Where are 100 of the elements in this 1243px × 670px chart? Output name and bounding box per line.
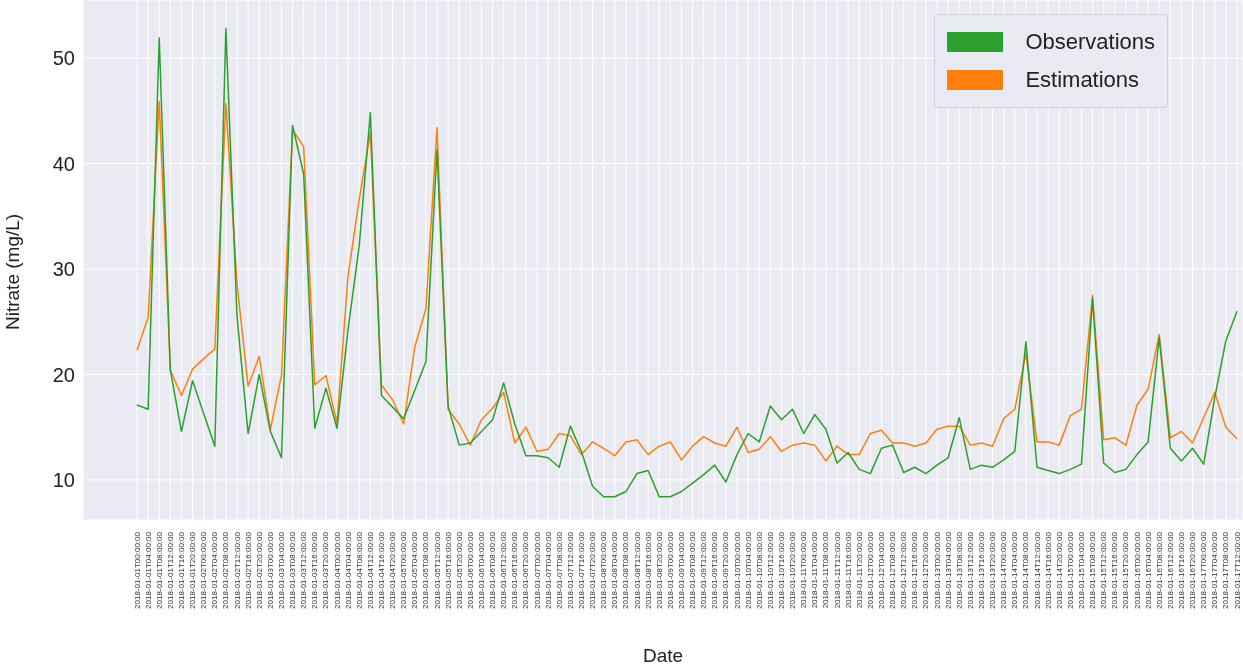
legend-label: Observations (1025, 29, 1155, 55)
x-tick-label: 2018-01-12T04:00:00 (876, 531, 886, 609)
x-tick-label: 2018-01-16T20:00:00 (1188, 531, 1198, 609)
x-tick-label: 2018-01-02T00:00:00 (199, 531, 209, 609)
x-tick-label: 2018-01-07T12:00:00 (565, 531, 575, 609)
x-tick-label: 2018-01-08T08:00:00 (621, 531, 631, 609)
x-tick-label: 2018-01-10T00:00:00 (732, 531, 742, 609)
x-axis-title: Date (642, 645, 684, 666)
x-tick-label: 2018-01-03T08:00:00 (288, 531, 298, 609)
x-tick-label: 2018-01-03T12:00:00 (299, 531, 309, 609)
x-tick-label: 2018-01-02T04:00:00 (210, 531, 220, 609)
y-tick-label: 10 (52, 469, 75, 492)
x-tick-label: 2018-01-16T00:00:00 (1132, 531, 1142, 609)
x-tick-label: 2018-01-09T16:00:00 (710, 531, 720, 609)
y-tick-label: 40 (52, 152, 75, 175)
x-tick-label: 2018-01-11T00:00:00 (799, 531, 809, 609)
x-tick-label: 2018-01-05T20:00:00 (454, 531, 464, 609)
x-tick-label: 2018-01-11T08:00:00 (821, 531, 831, 609)
x-tick-label: 2018-01-10T12:00:00 (765, 531, 775, 609)
x-tick-label: 2018-01-16T12:00:00 (1165, 531, 1175, 609)
x-tick-label: 2018-01-09T04:00:00 (676, 531, 686, 609)
x-tick-label: 2018-01-01T00:00:00 (132, 531, 142, 609)
x-tick-label: 2018-01-13T12:00:00 (965, 531, 975, 609)
x-tick-label: 2018-01-17T04:00:00 (1210, 531, 1220, 609)
x-tick-label: 2018-01-04T04:00:00 (343, 531, 353, 609)
x-tick-label: 2018-01-05T12:00:00 (432, 531, 442, 609)
x-tick-label: 2018-01-16T08:00:00 (1154, 531, 1164, 609)
x-tick-label: 2018-01-17T12:00:00 (1232, 531, 1242, 609)
x-tick-label: 2018-01-17T00:00:00 (1199, 531, 1209, 609)
x-tick-label: 2018-01-07T04:00:00 (543, 531, 553, 609)
x-tick-label: 2018-01-12T12:00:00 (899, 531, 909, 609)
x-tick-label: 2018-01-12T20:00:00 (921, 531, 931, 609)
x-tick-label: 2018-01-02T12:00:00 (232, 531, 242, 609)
x-tick-label: 2018-01-14T00:00:00 (999, 531, 1009, 609)
x-tick-label: 2018-01-05T16:00:00 (443, 531, 453, 609)
x-tick-label: 2018-01-06T00:00:00 (465, 531, 475, 609)
x-tick-label: 2018-01-08T20:00:00 (654, 531, 664, 609)
x-tick-label: 2018-01-04T08:00:00 (354, 531, 364, 609)
x-tick-label: 2018-01-12T00:00:00 (865, 531, 875, 609)
x-tick-label: 2018-01-10T08:00:00 (754, 531, 764, 609)
x-tick-label: 2018-01-03T16:00:00 (310, 531, 320, 609)
x-tick-label: 2018-01-11T04:00:00 (810, 531, 820, 609)
x-tick-label: 2018-01-01T08:00:00 (154, 531, 164, 609)
x-tick-label: 2018-01-15T04:00:00 (1076, 531, 1086, 609)
x-tick-label: 2018-01-06T04:00:00 (476, 531, 486, 609)
y-tick-label: 50 (52, 47, 75, 70)
x-tick-label: 2018-01-15T00:00:00 (1065, 531, 1075, 609)
x-tick-label: 2018-01-10T20:00:00 (788, 531, 798, 609)
x-tick-label: 2018-01-16T16:00:00 (1176, 531, 1186, 609)
x-tick-label: 2018-01-09T00:00:00 (665, 531, 675, 609)
x-tick-label: 2018-01-07T08:00:00 (554, 531, 564, 609)
x-tick-label: 2018-01-02T16:00:00 (243, 531, 253, 609)
y-tick-label: 20 (52, 363, 75, 386)
x-tick-label: 2018-01-13T20:00:00 (988, 531, 998, 609)
x-tick-label: 2018-01-06T12:00:00 (499, 531, 509, 609)
x-tick-label: 2018-01-01T16:00:00 (176, 531, 186, 609)
y-axis-title: Nitrate (mg/L) (1, 213, 23, 330)
x-tick-label: 2018-01-07T00:00:00 (532, 531, 542, 609)
x-tick-label: 2018-01-14T04:00:00 (1010, 531, 1020, 609)
x-tick-label: 2018-01-13T00:00:00 (932, 531, 942, 609)
x-tick-label: 2018-01-05T08:00:00 (421, 531, 431, 609)
x-tick-label: 2018-01-01T12:00:00 (165, 531, 175, 609)
x-tick-label: 2018-01-08T16:00:00 (643, 531, 653, 609)
x-tick-label: 2018-01-14T20:00:00 (1054, 531, 1064, 609)
x-tick-label: 2018-01-16T04:00:00 (1143, 531, 1153, 609)
x-tick-label: 2018-01-03T00:00:00 (265, 531, 275, 609)
x-tick-label: 2018-01-03T04:00:00 (276, 531, 286, 609)
x-tick-label: 2018-01-15T20:00:00 (1121, 531, 1131, 609)
x-tick-label: 2018-01-06T08:00:00 (488, 531, 498, 609)
x-tick-label: 2018-01-01T04:00:00 (143, 531, 153, 609)
x-tick-label: 2018-01-14T08:00:00 (1021, 531, 1031, 609)
x-tick-label: 2018-01-05T00:00:00 (399, 531, 409, 609)
x-tick-label: 2018-01-12T08:00:00 (888, 531, 898, 609)
x-tick-label: 2018-01-03T20:00:00 (321, 531, 331, 609)
x-tick-label: 2018-01-01T20:00:00 (188, 531, 198, 609)
x-tick-label: 2018-01-12T16:00:00 (910, 531, 920, 609)
x-tick-label: 2018-01-13T08:00:00 (954, 531, 964, 609)
x-tick-label: 2018-01-04T20:00:00 (388, 531, 398, 609)
x-tick-label: 2018-01-10T16:00:00 (776, 531, 786, 609)
x-tick-label: 2018-01-08T00:00:00 (599, 531, 609, 609)
x-tick-label: 2018-01-04T00:00:00 (332, 531, 342, 609)
x-tick-label: 2018-01-09T08:00:00 (688, 531, 698, 609)
x-tick-label: 2018-01-04T12:00:00 (365, 531, 375, 609)
x-tick-label: 2018-01-11T16:00:00 (843, 531, 853, 609)
x-tick-label: 2018-01-07T20:00:00 (588, 531, 598, 609)
x-tick-label: 2018-01-07T16:00:00 (576, 531, 586, 609)
x-tick-label: 2018-01-10T04:00:00 (743, 531, 753, 609)
x-tick-label: 2018-01-15T16:00:00 (1110, 531, 1120, 609)
x-tick-label: 2018-01-17T08:00:00 (1221, 531, 1231, 609)
x-tick-label: 2018-01-14T16:00:00 (1043, 531, 1053, 609)
x-tick-label: 2018-01-11T20:00:00 (854, 531, 864, 609)
x-tick-label: 2018-01-04T16:00:00 (376, 531, 386, 609)
x-tick-label: 2018-01-14T12:00:00 (1032, 531, 1042, 609)
x-tick-label: 2018-01-06T16:00:00 (510, 531, 520, 609)
x-tick-label: 2018-01-02T20:00:00 (254, 531, 264, 609)
x-tick-label: 2018-01-13T04:00:00 (943, 531, 953, 609)
x-tick-label: 2018-01-13T16:00:00 (976, 531, 986, 609)
x-tick-label: 2018-01-06T20:00:00 (521, 531, 531, 609)
x-tick-label: 2018-01-08T04:00:00 (610, 531, 620, 609)
x-tick-label: 2018-01-02T08:00:00 (221, 531, 231, 609)
